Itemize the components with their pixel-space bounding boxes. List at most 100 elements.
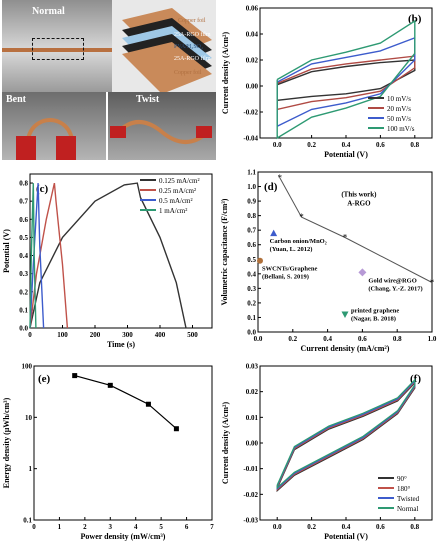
x-axis-label: Potential (V) bbox=[324, 150, 368, 159]
x-axis-label: Time (s) bbox=[107, 340, 135, 349]
this-work-point: * bbox=[278, 173, 283, 183]
y-axis-label: Potential (V) bbox=[2, 229, 11, 273]
cv-loop-20-mV-s bbox=[276, 55, 416, 111]
cv-loop-10-mV-s bbox=[276, 59, 416, 102]
reference-label: (Bellani, S. 2019) bbox=[262, 274, 309, 281]
y-tick-label: 1.0 bbox=[247, 183, 256, 191]
plot-frame bbox=[29, 173, 213, 329]
panel-letter: (c) bbox=[36, 183, 49, 195]
this-work-line bbox=[279, 177, 433, 283]
y-tick-label: -0.01 bbox=[243, 465, 258, 473]
y-tick-label: 0.1 bbox=[19, 306, 28, 314]
cv-loop-100-mV-s bbox=[276, 19, 416, 140]
y-tick-label: 1.1 bbox=[247, 169, 256, 177]
ragone-point bbox=[145, 401, 151, 407]
this-work-point: * bbox=[430, 278, 435, 288]
layer-label-2: 25A-RGO film bbox=[174, 31, 211, 38]
x-tick-label: 0.8 bbox=[410, 523, 419, 531]
layer-label-3: PVA/H₂SO₄ bbox=[174, 44, 203, 50]
x-tick-label: 7 bbox=[210, 523, 214, 531]
y-tick-label: 100 bbox=[22, 363, 33, 371]
x-axis-label: Current density (mA/cm²) bbox=[301, 344, 390, 353]
photo-bent: Bent bbox=[2, 92, 106, 160]
panel-letter: (d) bbox=[264, 181, 278, 193]
y-tick-label: 0.2 bbox=[247, 299, 256, 307]
x-tick-label: 0.0 bbox=[273, 523, 282, 531]
y-axis-label: Current density (A/cm²) bbox=[221, 32, 230, 115]
y-tick-label: -0.03 bbox=[243, 517, 258, 525]
cv-loop-Normal bbox=[276, 378, 416, 490]
legend-entry: 180° bbox=[397, 485, 411, 493]
y-tick-label: 0.6 bbox=[247, 241, 256, 249]
y-tick-label: 0.3 bbox=[19, 270, 28, 278]
x-tick-label: 0.0 bbox=[254, 335, 263, 343]
legend-entry: 100 mV/s bbox=[387, 125, 415, 133]
legend-entry: Normal bbox=[397, 505, 418, 513]
x-axis-label: Power density (mW/cm³) bbox=[81, 532, 166, 541]
y-tick-label: 0.0 bbox=[19, 325, 28, 333]
y-tick-label: 0.1 bbox=[23, 517, 32, 525]
x-tick-label: 0.4 bbox=[342, 523, 351, 531]
gcd-curve-0-25-mA-cm- bbox=[29, 182, 69, 329]
y-tick-label: 0.00 bbox=[246, 440, 259, 448]
cv-loop-50-mV-s bbox=[276, 36, 416, 128]
reference-label: (Nagar, B. 2018) bbox=[351, 316, 396, 323]
plot-frame bbox=[33, 365, 213, 521]
x-tick-label: 2 bbox=[83, 523, 87, 531]
x-tick-label: 5 bbox=[159, 523, 163, 531]
x-tick-label: 0.2 bbox=[288, 335, 297, 343]
y-tick-label: 0.3 bbox=[247, 285, 256, 293]
chart-f-cv-bending: 0.0 0.2 0.4 0.6 0.8 -0.03 -0.02 -0.01 0.00 0.01 0.… bbox=[221, 363, 433, 541]
x-tick-label: 0.8 bbox=[393, 335, 402, 343]
x-tick-label: 6 bbox=[185, 523, 189, 531]
reference-marker bbox=[358, 268, 367, 277]
chart-c-gcd: 0 100 200 300 400 500 0.0 0.1 0.2 0.3 0.4 0.5 0.6 0.7… bbox=[2, 173, 213, 349]
panel-letter: (f) bbox=[410, 373, 421, 385]
x-tick-label: 0 bbox=[32, 523, 36, 531]
reference-marker bbox=[341, 311, 349, 319]
ragone-line bbox=[74, 375, 177, 430]
chart-e-energy-power: 0 1 2 3 4 5 6 7 0.1 1 10 100 Power density (mW/cm³) E… bbox=[2, 363, 214, 542]
legend-entry: 1 mA/cm² bbox=[159, 207, 187, 215]
y-tick-label: 0.02 bbox=[246, 57, 259, 65]
layer-label-4: 25A-RGO film bbox=[174, 55, 211, 62]
layer-label-1: Copper foil bbox=[178, 17, 206, 24]
x-tick-label: 500 bbox=[187, 331, 198, 339]
x-tick-label: 200 bbox=[90, 331, 101, 339]
y-tick-label: 0.03 bbox=[246, 363, 259, 371]
plot-frame bbox=[257, 171, 433, 333]
x-tick-label: 0.2 bbox=[307, 523, 316, 531]
y-tick-label: 0.01 bbox=[246, 414, 259, 422]
this-work-point: * bbox=[299, 212, 304, 222]
panel-letter: (b) bbox=[408, 13, 422, 25]
photo-normal: Normal bbox=[2, 0, 112, 92]
x-tick-label: 1 bbox=[58, 523, 62, 531]
y-tick-label: 0.2 bbox=[19, 288, 28, 296]
x-tick-label: 400 bbox=[155, 331, 166, 339]
ragone-point bbox=[107, 382, 113, 388]
reference-label: Carbon onion/MnO₂ bbox=[270, 238, 327, 245]
y-tick-label: 0.5 bbox=[247, 256, 256, 264]
reference-label: (Chang, Y.-Z. 2017) bbox=[368, 285, 422, 292]
photo-panel-a: Normal Copper foil 25A-RGO film PVA/H₂SO… bbox=[0, 0, 216, 160]
legend-entry: 90° bbox=[397, 475, 407, 483]
y-tick-label: 0.8 bbox=[247, 212, 256, 220]
y-tick-label: -0.04 bbox=[243, 135, 258, 143]
y-tick-label: 0.04 bbox=[246, 31, 259, 39]
y-tick-label: 1 bbox=[29, 465, 33, 473]
y-tick-label: 0.7 bbox=[247, 227, 256, 235]
y-tick-label: -0.02 bbox=[243, 491, 258, 499]
chart-b-cv-scan-rates: 0.0 0.2 0.4 0.6 0.8 -0.04 -0.02 0.00 0.02 0.04 0.0… bbox=[221, 5, 433, 159]
photo-twist: Twist bbox=[108, 92, 216, 160]
ragone-point bbox=[72, 373, 78, 379]
legend-entry: 10 mV/s bbox=[387, 95, 411, 103]
legend-entry: 0.5 mA/cm² bbox=[159, 197, 193, 205]
y-tick-label: 0.06 bbox=[246, 5, 259, 13]
x-tick-label: 0.4 bbox=[323, 335, 332, 343]
reference-label: (Yuan, L. 2012) bbox=[270, 246, 313, 253]
legend-entry: Twisted bbox=[397, 495, 420, 503]
x-tick-label: 4 bbox=[134, 523, 138, 531]
layer-label-5: Copper foil bbox=[174, 69, 202, 76]
y-tick-label: 0.6 bbox=[19, 216, 28, 224]
y-tick-label: 0.5 bbox=[19, 234, 28, 242]
